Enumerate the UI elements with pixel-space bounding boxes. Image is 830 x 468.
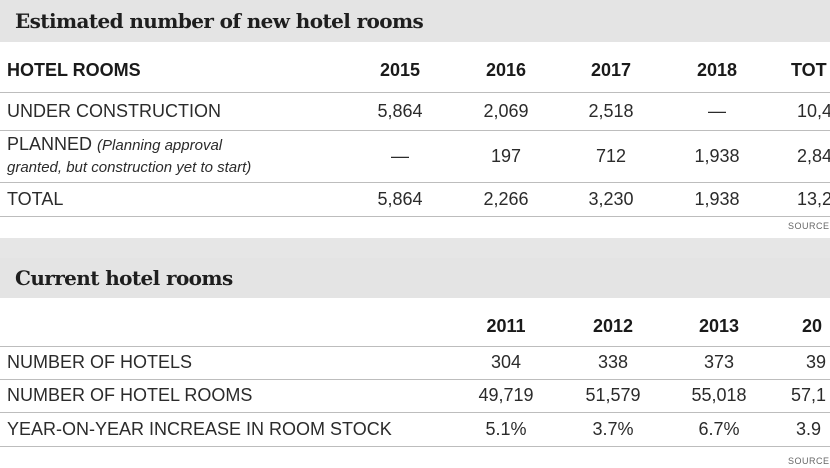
table-row: TOTAL 5,864 2,266 3,230 1,938 13,2 <box>0 182 830 217</box>
cell-value: 13,2 <box>797 188 830 209</box>
cell-value: 6.7% <box>698 418 740 439</box>
row-label: YEAR-ON-YEAR INCREASE IN ROOM STOCK <box>7 418 392 439</box>
cell-value: 373 <box>703 352 735 372</box>
header-total: TOT <box>791 59 827 80</box>
row-label: NUMBER OF HOTEL ROOMS <box>7 385 253 405</box>
table-row: NUMBER OF HOTELS 304 338 373 39 <box>0 346 830 380</box>
header-2011: 2011 <box>486 315 526 336</box>
row-note: (Planning approval <box>97 137 223 154</box>
cell-value: 10,4 <box>797 100 830 121</box>
header-2016: 2016 <box>485 59 527 80</box>
row-note: granted, but construction yet to start) <box>7 159 252 176</box>
source-note: SOURCE <box>788 456 830 466</box>
cell-value: — <box>391 145 409 166</box>
source-note: SOURCE <box>788 221 830 231</box>
header-2013: 2013 <box>698 315 740 336</box>
cell-value: 5.1% <box>485 418 527 439</box>
table-row: NUMBER OF HOTEL ROOMS 49,719 51,579 55,0… <box>0 379 830 413</box>
cell-value: 2,84 <box>797 145 830 166</box>
new-rooms-title-bar: Estimated number of new hotel rooms <box>0 0 830 42</box>
new-rooms-title: Estimated number of new hotel rooms <box>15 9 424 33</box>
cell-value: 338 <box>597 352 629 372</box>
header-hotel-rooms: HOTEL ROOMS <box>7 59 141 80</box>
cell-value: — <box>708 100 726 121</box>
cell-value: 39 <box>806 352 827 372</box>
row-label: PLANNED <box>7 134 93 154</box>
header-2017: 2017 <box>590 59 632 80</box>
current-rooms-header-row: 2011 2012 2013 20 <box>0 306 830 347</box>
header-2015: 2015 <box>379 59 421 80</box>
cell-value: 2,518 <box>588 100 634 121</box>
header-2012: 2012 <box>592 315 634 336</box>
row-label: UNDER CONSTRUCTION <box>7 100 221 121</box>
section-divider <box>0 238 830 258</box>
cell-value: 1,938 <box>694 145 740 166</box>
cell-value: 1,938 <box>694 188 740 209</box>
row-label-planned: PLANNED (Planning approval granted, but … <box>7 130 251 182</box>
cell-value: 304 <box>490 352 522 372</box>
cell-value: 49,719 <box>478 385 534 405</box>
table-row: YEAR-ON-YEAR INCREASE IN ROOM STOCK 5.1%… <box>0 412 830 447</box>
cell-value: 3.9 <box>796 418 822 439</box>
cell-value: 57,1 <box>791 385 827 405</box>
cell-value: 3,230 <box>588 188 634 209</box>
current-rooms-title: Current hotel rooms <box>15 266 233 290</box>
cell-value: 55,018 <box>691 385 747 405</box>
row-label: TOTAL <box>7 188 64 209</box>
cell-value: 197 <box>490 145 522 166</box>
cell-value: 5,864 <box>377 100 423 121</box>
cell-value: 3.7% <box>592 418 634 439</box>
table-row: PLANNED (Planning approval granted, but … <box>0 130 830 183</box>
cell-value: 2,266 <box>483 188 529 209</box>
row-label: NUMBER OF HOTELS <box>7 352 193 372</box>
current-rooms-title-bar: Current hotel rooms <box>0 258 830 298</box>
table-row: UNDER CONSTRUCTION 5,864 2,069 2,518 — 1… <box>0 92 830 131</box>
header-2014: 20 <box>802 315 823 336</box>
cell-value: 5,864 <box>377 188 423 209</box>
cell-value: 2,069 <box>483 100 529 121</box>
new-rooms-header-row: HOTEL ROOMS 2015 2016 2017 2018 TOT <box>0 48 830 93</box>
cell-value: 712 <box>595 145 627 166</box>
header-2018: 2018 <box>696 59 738 80</box>
cell-value: 51,579 <box>585 385 641 405</box>
